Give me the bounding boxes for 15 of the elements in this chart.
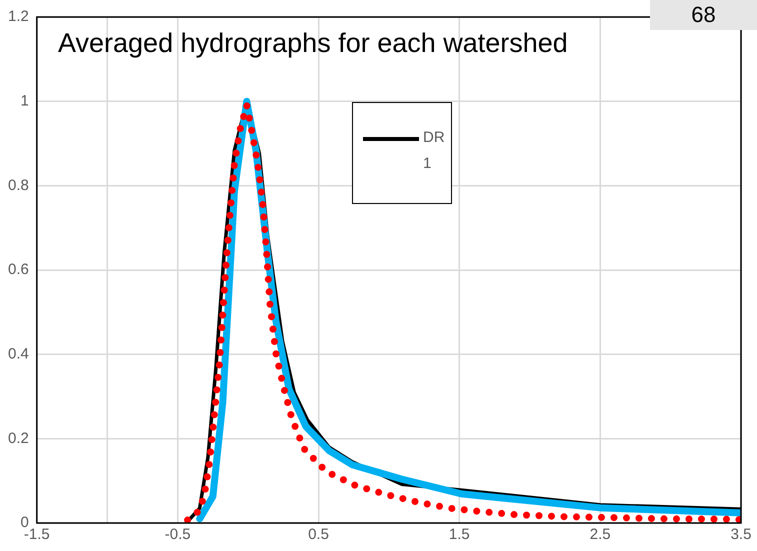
x-tick-label: -0.5 (164, 526, 191, 544)
legend: DR 1 (352, 102, 452, 204)
x-tick-label: 3.5 (730, 526, 752, 544)
x-tick-label: 1.5 (448, 526, 470, 544)
y-tick-label: 0.2 (8, 430, 29, 447)
legend-label: DR 1 (423, 128, 445, 174)
y-tick-label: 1.2 (8, 8, 29, 26)
x-tick-label: 2.5 (590, 526, 611, 544)
page-number-box: 68 (650, 0, 757, 30)
y-tick-label: 0.4 (8, 345, 29, 362)
y-tick-label: 0.6 (8, 261, 29, 278)
y-tick-label: 1 (20, 92, 29, 110)
chart-title: Averaged hydrographs for each watershed (58, 28, 568, 59)
y-tick-label: 0.8 (8, 176, 29, 194)
x-tick-label: 0.5 (308, 526, 329, 544)
